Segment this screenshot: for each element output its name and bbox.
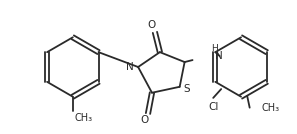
Text: N: N [215, 51, 223, 61]
Text: Cl: Cl [208, 102, 218, 112]
Text: CH₃: CH₃ [75, 113, 93, 122]
Text: S: S [184, 84, 190, 94]
Text: CH₃: CH₃ [262, 103, 280, 113]
Text: H: H [211, 44, 218, 53]
Text: O: O [148, 20, 156, 30]
Text: N: N [127, 62, 134, 72]
Text: O: O [140, 116, 148, 126]
